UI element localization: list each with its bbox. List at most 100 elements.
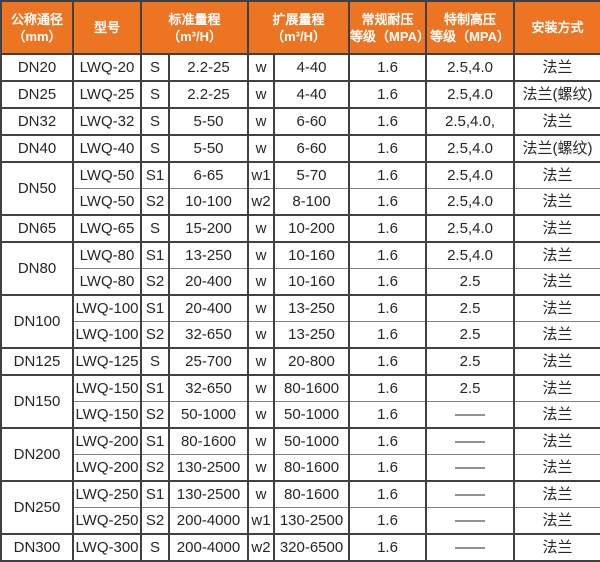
table-row: DN150 LWQ-150 S1 32-650 w 80-1600 1.6 2.5 法兰 bbox=[0, 374, 600, 429]
cell-install-method: 法兰 bbox=[513, 480, 600, 508]
cell-install-method: 法兰 bbox=[513, 53, 600, 82]
cell-standard-range: 32-650 bbox=[167, 321, 250, 349]
cell-extended-range: 10-200 bbox=[273, 214, 351, 243]
table-row: DN40 LWQ-40 S 5-50 w 6-60 1.6 2.5,4.0 法兰(螺纹) bbox=[0, 134, 600, 163]
cell-standard-code: S1 bbox=[140, 161, 170, 189]
cell-high-pressure: 2.5,4.0 bbox=[425, 53, 516, 82]
cell-extended-range: 50-1000 bbox=[273, 427, 351, 455]
cell-dn: DN150 bbox=[0, 374, 74, 429]
cell-model: LWQ-200 bbox=[72, 454, 142, 482]
cell-extended-code: w bbox=[247, 241, 276, 269]
cell-extended-code: w2 bbox=[247, 533, 276, 562]
table-row: DN50 LWQ-50 S1 6-65 w1 5-70 1.6 2.5,4.0 法兰 bbox=[0, 161, 600, 216]
cell-install-method: 法兰 bbox=[513, 214, 600, 243]
cell-install-method: 法兰 bbox=[513, 161, 600, 189]
cell-install-method: 法兰 bbox=[513, 533, 600, 562]
cell-high-pressure: 2.5,4.0, bbox=[425, 107, 516, 136]
cell-extended-range: 5-70 bbox=[273, 161, 351, 189]
cell-normal-pressure: 1.6 bbox=[348, 401, 428, 429]
col-header-normal-pressure: 常规耐压 等级（MPA） bbox=[348, 0, 428, 55]
col-header-dn: 公称通径 （mm） bbox=[0, 0, 74, 55]
cell-standard-range: 50-1000 bbox=[167, 401, 250, 429]
col-header-line: 公称通径 bbox=[10, 11, 63, 27]
cell-standard-code: S1 bbox=[140, 480, 170, 508]
cell-standard-code: S2 bbox=[140, 188, 170, 216]
table-row: LWQ-50 S2 10-100 w2 8-100 1.6 2.5,4.0 法兰 bbox=[1, 188, 600, 216]
col-header-line: （m³/H） bbox=[167, 28, 222, 44]
cell-install-method: 法兰 bbox=[513, 427, 600, 455]
cell-normal-pressure: 1.6 bbox=[348, 268, 428, 296]
cell-extended-code: w bbox=[247, 214, 276, 243]
cell-standard-range: 2.2-25 bbox=[167, 53, 250, 82]
cell-normal-pressure: 1.6 bbox=[348, 533, 428, 562]
cell-extended-range: 80-1600 bbox=[273, 480, 351, 508]
table-row: LWQ-150 S2 50-1000 w 50-1000 1.6 —— 法兰 bbox=[1, 401, 600, 429]
table-row: LWQ-80 S2 20-400 w 10-160 1.6 2.5 法兰 bbox=[1, 268, 600, 296]
cell-normal-pressure: 1.6 bbox=[348, 347, 428, 376]
cell-extended-range: 320-6500 bbox=[273, 533, 351, 562]
cell-standard-code: S2 bbox=[140, 321, 170, 349]
cell-normal-pressure: 1.6 bbox=[348, 507, 428, 535]
table-row: DN25 LWQ-25 S 2.2-25 w 4-40 1.6 2.5,4.0 法兰(螺纹) bbox=[0, 80, 600, 109]
cell-extended-range: 6-60 bbox=[273, 107, 351, 136]
cell-dn: DN50 bbox=[0, 161, 74, 216]
cell-standard-code: S bbox=[140, 134, 170, 163]
cell-normal-pressure: 1.6 bbox=[348, 188, 428, 216]
table-row: LWQ-200 S2 130-2500 w 80-1600 1.6 —— 法兰 bbox=[1, 454, 600, 482]
cell-standard-range: 32-650 bbox=[167, 374, 250, 402]
col-header-standard-range: 标准量程 （m³/H） bbox=[139, 0, 250, 55]
cell-dn: DN100 bbox=[0, 294, 74, 349]
cell-install-method: 法兰 bbox=[513, 321, 600, 349]
cell-high-pressure: 2.5,4.0 bbox=[425, 134, 516, 163]
cell-normal-pressure: 1.6 bbox=[348, 80, 428, 109]
cell-high-pressure: 2.5 bbox=[425, 294, 516, 322]
cell-extended-range: 80-1600 bbox=[273, 374, 351, 402]
table-body: DN20 LWQ-20 S 2.2-25 w 4-40 1.6 2.5,4.0 法兰 DN25 LW… bbox=[0, 53, 600, 562]
cell-model: LWQ-150 bbox=[72, 374, 142, 402]
cell-extended-range: 6-60 bbox=[273, 134, 351, 163]
cell-standard-range: 5-50 bbox=[167, 107, 250, 136]
cell-model: LWQ-200 bbox=[72, 427, 142, 455]
cell-install-method: 法兰 bbox=[513, 241, 600, 269]
cell-normal-pressure: 1.6 bbox=[348, 480, 428, 508]
cell-extended-range: 10-160 bbox=[273, 241, 351, 269]
cell-standard-code: S bbox=[140, 80, 170, 109]
cell-dn: DN250 bbox=[0, 480, 74, 535]
cell-model: LWQ-50 bbox=[72, 188, 142, 216]
cell-dn: DN65 bbox=[0, 214, 74, 243]
cell-standard-code: S1 bbox=[140, 374, 170, 402]
cell-high-pressure: 2.5 bbox=[425, 321, 516, 349]
cell-model: LWQ-100 bbox=[72, 294, 142, 322]
cell-model: LWQ-50 bbox=[72, 161, 142, 189]
table-row: DN125 LWQ-125 S 25-700 w 20-800 1.6 2.5 法兰 bbox=[0, 347, 600, 376]
cell-standard-code: S bbox=[140, 214, 170, 243]
cell-normal-pressure: 1.6 bbox=[348, 161, 428, 189]
cell-standard-code: S2 bbox=[140, 507, 170, 535]
cell-standard-code: S1 bbox=[140, 241, 170, 269]
cell-extended-range: 130-2500 bbox=[273, 507, 351, 535]
cell-extended-range: 8-100 bbox=[273, 188, 351, 216]
cell-install-method: 法兰 bbox=[513, 347, 600, 376]
cell-standard-code: S bbox=[140, 533, 170, 562]
cell-high-pressure: —— bbox=[425, 427, 516, 455]
cell-extended-range: 13-250 bbox=[273, 321, 351, 349]
col-header-extended-range: 扩展量程 （m³/H） bbox=[247, 0, 351, 55]
cell-model: LWQ-150 bbox=[72, 401, 142, 429]
cell-extended-code: w bbox=[247, 80, 276, 109]
cell-extended-code: w bbox=[247, 268, 276, 296]
cell-extended-code: w bbox=[247, 134, 276, 163]
cell-extended-code: w bbox=[247, 294, 276, 322]
cell-install-method: 法兰 bbox=[513, 401, 600, 429]
cell-extended-code: w bbox=[247, 321, 276, 349]
cell-normal-pressure: 1.6 bbox=[348, 321, 428, 349]
cell-normal-pressure: 1.6 bbox=[348, 107, 428, 136]
cell-high-pressure: 2.5 bbox=[425, 268, 516, 296]
col-header-line: 常规耐压 bbox=[361, 11, 414, 27]
cell-extended-code: w bbox=[247, 374, 276, 402]
cell-install-method: 法兰 bbox=[513, 268, 600, 296]
cell-model: LWQ-300 bbox=[72, 533, 142, 562]
col-header-line: 标准量程 bbox=[168, 11, 221, 27]
table-row: LWQ-250 S2 200-4000 w1 130-2500 1.6 —— 法兰 bbox=[1, 507, 600, 535]
col-header-high-pressure: 特制高压 等级（MPA） bbox=[425, 0, 516, 55]
cell-dn: DN40 bbox=[0, 134, 74, 163]
